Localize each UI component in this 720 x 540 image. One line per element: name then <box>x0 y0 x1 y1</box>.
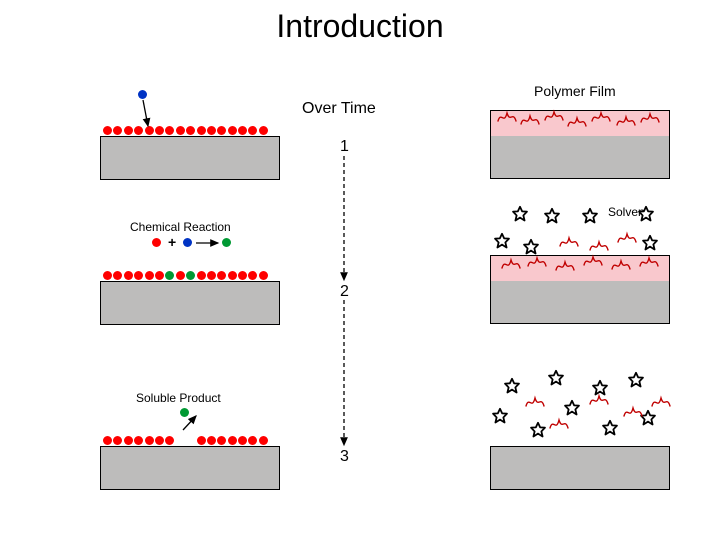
left-dots-row2 <box>103 271 268 280</box>
left-dots-row1 <box>103 126 268 135</box>
label-chem-reaction: Chemical Reaction <box>130 221 231 234</box>
right-substrate-2 <box>490 281 670 324</box>
reaction-green-dot <box>222 238 231 247</box>
label-soluble-product: Soluble Product <box>136 392 221 405</box>
free-green-dot <box>180 408 189 417</box>
label-two: 2 <box>340 283 349 301</box>
left-substrate-2 <box>100 281 280 325</box>
label-solvent: Solvent <box>608 206 648 219</box>
page-title: Introduction <box>0 8 720 45</box>
right-pinkfilm-2 <box>490 255 670 283</box>
reaction-red-dot <box>152 238 161 247</box>
label-three: 3 <box>340 448 349 466</box>
free-blue-dot <box>138 90 147 99</box>
left-dots-row3 <box>103 436 268 445</box>
right-pinkfilm-1 <box>490 110 670 138</box>
right-substrate-1 <box>490 136 670 179</box>
plus-symbol: + <box>168 234 176 250</box>
left-substrate-1 <box>100 136 280 180</box>
reaction-blue-dot <box>183 238 192 247</box>
label-over-time: Over Time <box>302 100 376 118</box>
label-polymer-film: Polymer Film <box>534 84 616 99</box>
right-substrate-3 <box>490 446 670 490</box>
label-one: 1 <box>340 138 349 156</box>
left-substrate-3 <box>100 446 280 490</box>
